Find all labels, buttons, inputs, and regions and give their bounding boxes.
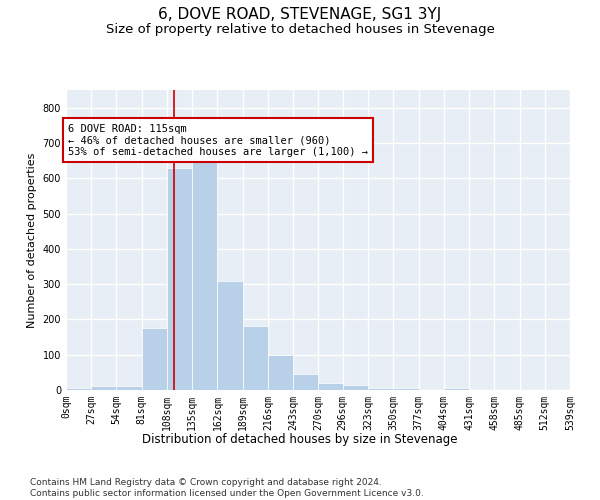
Bar [91,386,116,390]
Bar [217,280,243,390]
Text: 6 DOVE ROAD: 115sqm
← 46% of detached houses are smaller (960)
53% of semi-detac: 6 DOVE ROAD: 115sqm ← 46% of detached ho… [68,124,368,156]
Y-axis label: Number of detached properties: Number of detached properties [27,152,37,328]
Bar [142,328,167,390]
Bar [368,388,393,390]
Bar [243,326,268,390]
Text: Contains HM Land Registry data © Crown copyright and database right 2024.
Contai: Contains HM Land Registry data © Crown c… [30,478,424,498]
Bar [167,168,192,390]
Text: 6, DOVE ROAD, STEVENAGE, SG1 3YJ: 6, DOVE ROAD, STEVENAGE, SG1 3YJ [158,8,442,22]
Bar [393,388,419,390]
Text: Size of property relative to detached houses in Stevenage: Size of property relative to detached ho… [106,22,494,36]
Text: Distribution of detached houses by size in Stevenage: Distribution of detached houses by size … [142,432,458,446]
Bar [319,383,343,390]
Bar [116,386,142,390]
Bar [268,354,293,390]
Bar [444,388,469,390]
Bar [66,388,91,390]
Bar [192,162,217,390]
Bar [343,384,368,390]
Bar [293,374,319,390]
